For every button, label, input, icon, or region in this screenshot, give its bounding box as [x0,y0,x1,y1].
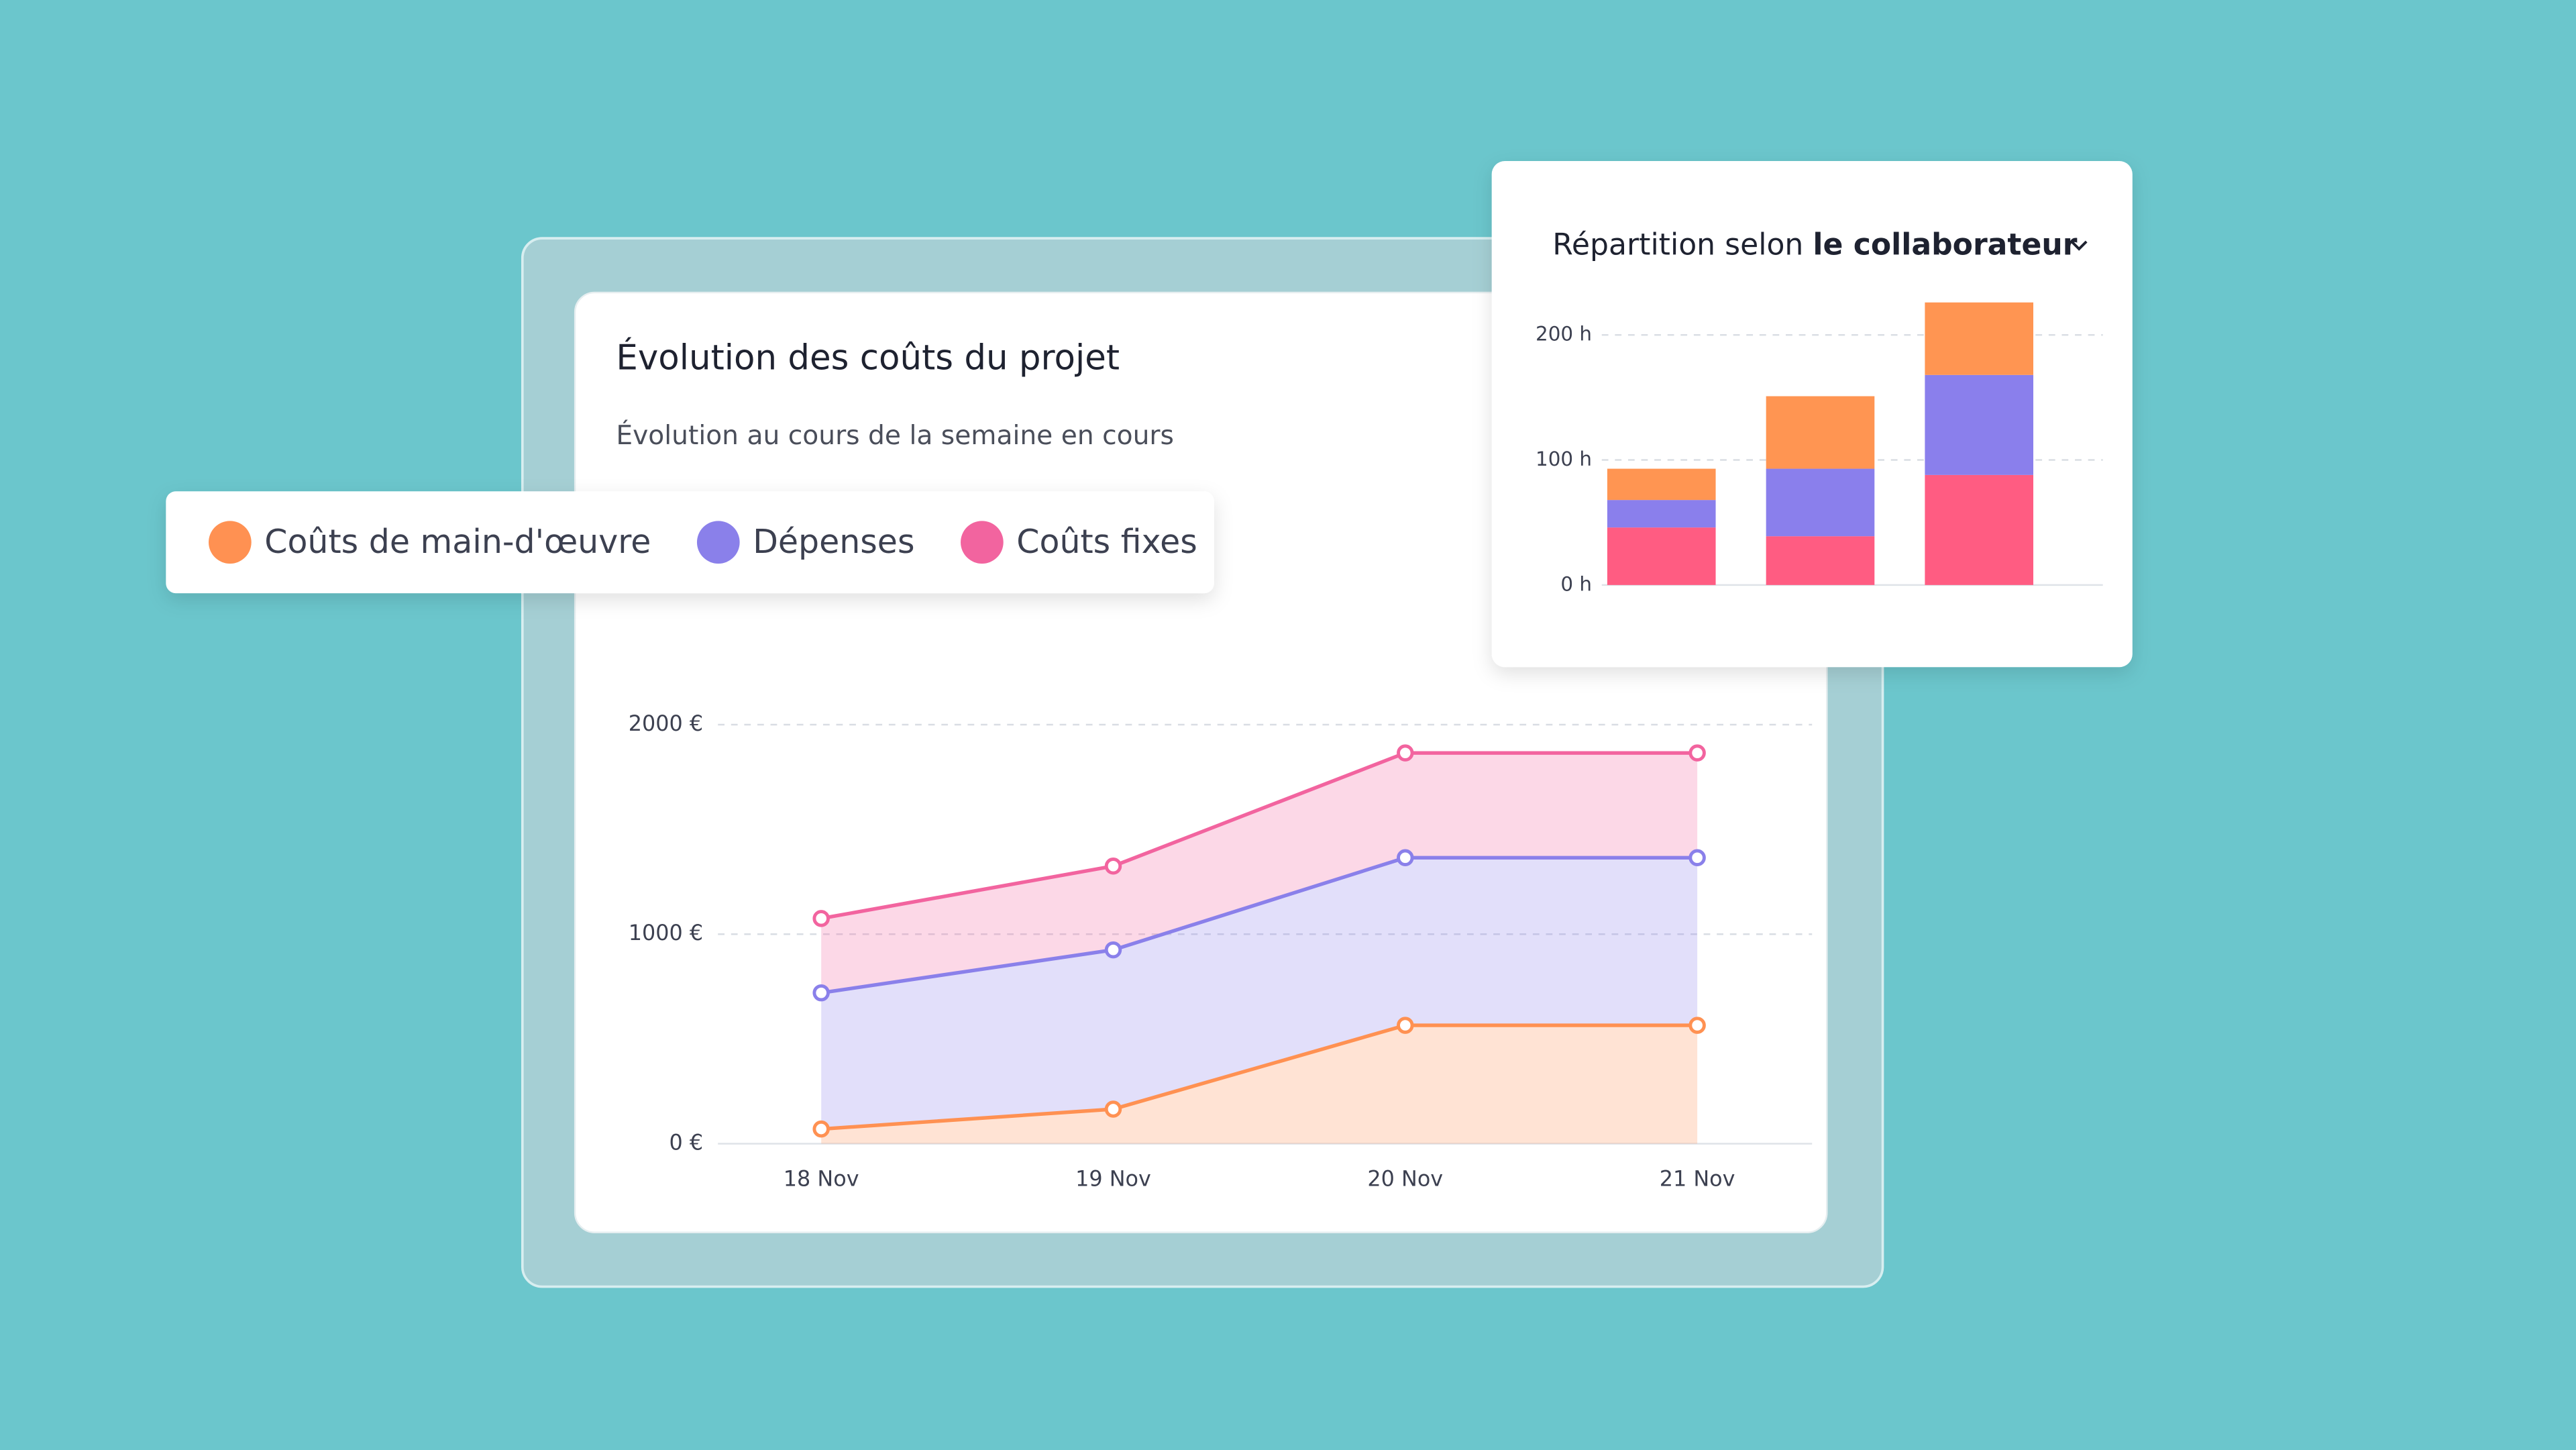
area-fill [821,753,1698,993]
data-point [812,984,830,1002]
bar-title-emphasis: le collaborateur [1813,227,2077,262]
bar-segment [1925,474,2034,585]
data-point [1104,941,1122,959]
dropdown-chevron[interactable] [2070,240,2088,251]
x-tick-label: 18 Nov [784,1166,859,1191]
data-point [1397,849,1414,867]
bar-title-text: Répartition selon [1552,227,1803,262]
data-point [812,1120,830,1138]
x-tick-label: 20 Nov [1367,1166,1443,1191]
bar-plot: 0 h 100 h 200 h [1536,302,2103,595]
bar-segment [1607,468,1716,501]
legend-label: Coûts de main-d'œuvre [264,523,651,561]
data-point [812,910,830,927]
y-tick-label: 0 € [669,1130,704,1155]
series-line [820,856,1698,995]
y-tick-label: 1000 € [629,920,703,945]
bar-segment [1607,527,1716,585]
chart-title: Évolution des coûts du projet [616,337,1120,378]
data-point [1688,1017,1706,1034]
bar-segment [1766,396,1875,469]
bar-segment [1607,500,1716,528]
legend-swatch [696,521,740,564]
data-point [1104,1100,1122,1118]
bar-title[interactable]: Répartition selon le collaborateur [1552,227,2077,262]
bar-segment [1766,536,1875,585]
chart-subtitle: Évolution au cours de la semaine en cour… [616,419,1174,451]
data-point [1397,1017,1414,1034]
data-point [1104,858,1122,875]
data-point [1688,849,1706,867]
legend-label: Dépenses [753,523,914,561]
y-tick-label: 2000 € [629,711,703,736]
bar-segment [1925,302,2034,375]
y-tick-label: 100 h [1536,448,1592,470]
legend-card [166,491,1214,594]
x-tick-label: 21 Nov [1660,1166,1735,1191]
y-tick-label: 0 h [1560,572,1592,595]
area-fill [821,858,1698,1129]
legend: Coûts de main-d'œuvre Dépenses Coûts fixes [209,521,1197,564]
legend-swatch [209,521,252,564]
x-tick-label: 19 Nov [1075,1166,1151,1191]
data-point [1688,744,1706,762]
series-line [821,1023,1698,1131]
line-plot: 0 € 1000 € 2000 € 18 Nov 19 Nov 20 Nov 21 Nov [629,711,1813,1191]
bar-segment [1766,468,1875,537]
legend-swatch [961,521,1004,564]
series-line [820,751,1698,921]
legend-label: Coûts fixes [1016,523,1197,561]
y-tick-label: 200 h [1536,323,1592,346]
data-point [1397,744,1414,762]
bar-segment [1925,374,2034,475]
